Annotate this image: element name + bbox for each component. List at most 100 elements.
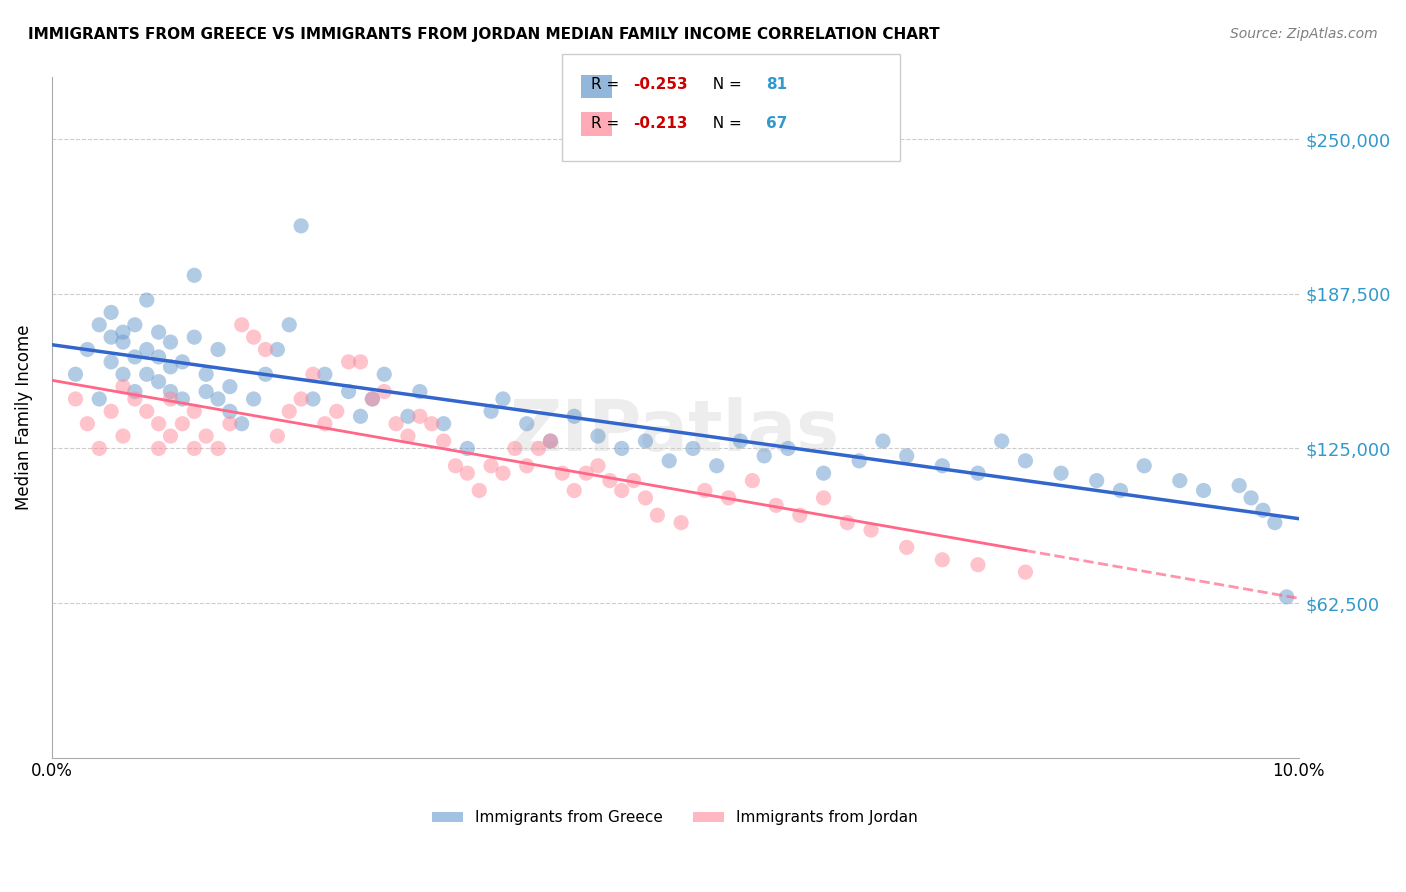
Point xyxy=(433,434,456,448)
Point xyxy=(218,417,240,431)
Point xyxy=(1050,466,1073,480)
Point xyxy=(896,449,918,463)
Y-axis label: Median Family Income: Median Family Income xyxy=(15,325,32,510)
Point xyxy=(516,417,538,431)
Point xyxy=(148,442,170,456)
Point xyxy=(1227,478,1250,492)
Point xyxy=(159,335,181,350)
Point xyxy=(503,442,526,456)
Point xyxy=(837,516,859,530)
Point xyxy=(433,417,456,431)
Point xyxy=(302,392,325,406)
Point xyxy=(111,429,134,443)
Point xyxy=(1264,516,1286,530)
Point xyxy=(1133,458,1156,473)
Text: Source: ZipAtlas.com: Source: ZipAtlas.com xyxy=(1230,27,1378,41)
Point xyxy=(172,392,194,406)
Point xyxy=(159,429,181,443)
Point xyxy=(159,384,181,399)
Point xyxy=(290,219,312,233)
Point xyxy=(266,429,288,443)
Text: 67: 67 xyxy=(766,116,787,130)
Point xyxy=(231,318,253,332)
Point xyxy=(124,318,146,332)
Point xyxy=(195,384,218,399)
Point xyxy=(148,417,170,431)
Point xyxy=(278,404,301,418)
Point xyxy=(931,553,953,567)
Point xyxy=(76,343,98,357)
Point xyxy=(492,466,515,480)
Point xyxy=(89,442,111,456)
Point xyxy=(337,384,360,399)
Point xyxy=(1251,503,1274,517)
Text: ZIPatlas: ZIPatlas xyxy=(510,397,841,466)
Text: 81: 81 xyxy=(766,78,787,92)
Point xyxy=(540,434,562,448)
Point xyxy=(479,458,502,473)
Point xyxy=(254,368,277,382)
Point xyxy=(967,466,990,480)
Point xyxy=(314,368,336,382)
Point xyxy=(207,343,229,357)
Point xyxy=(1014,454,1036,468)
Point xyxy=(730,434,752,448)
Point xyxy=(195,429,218,443)
Point xyxy=(813,466,835,480)
Point xyxy=(349,355,371,369)
Point xyxy=(586,429,609,443)
Point xyxy=(207,392,229,406)
Point xyxy=(623,474,645,488)
Point xyxy=(420,417,443,431)
Point xyxy=(562,483,585,498)
Point xyxy=(325,404,347,418)
Point xyxy=(409,384,432,399)
Point xyxy=(456,466,478,480)
Point xyxy=(148,375,170,389)
Point xyxy=(242,330,264,344)
Point xyxy=(610,442,633,456)
Point xyxy=(135,368,157,382)
Point xyxy=(290,392,312,406)
Point xyxy=(254,343,277,357)
Point xyxy=(183,268,205,283)
Point xyxy=(562,409,585,424)
Point xyxy=(266,343,288,357)
Point xyxy=(302,368,325,382)
Point xyxy=(1240,491,1263,505)
Point xyxy=(647,508,669,523)
Point xyxy=(848,454,870,468)
Point xyxy=(872,434,894,448)
Text: N =: N = xyxy=(703,78,747,92)
Point xyxy=(100,305,122,319)
Point xyxy=(385,417,408,431)
Point xyxy=(100,330,122,344)
Point xyxy=(931,458,953,473)
Point xyxy=(860,523,883,537)
Point xyxy=(195,368,218,382)
Point xyxy=(1168,474,1191,488)
Point xyxy=(65,392,87,406)
Point xyxy=(599,474,621,488)
Point xyxy=(551,466,574,480)
Text: -0.213: -0.213 xyxy=(633,116,688,130)
Point xyxy=(148,325,170,339)
Text: R =: R = xyxy=(591,116,624,130)
Point xyxy=(172,417,194,431)
Text: -0.253: -0.253 xyxy=(633,78,688,92)
Point xyxy=(100,355,122,369)
Point xyxy=(682,442,704,456)
Point xyxy=(373,368,395,382)
Point xyxy=(754,449,776,463)
Point xyxy=(396,409,419,424)
Point xyxy=(135,404,157,418)
Point xyxy=(575,466,598,480)
Point xyxy=(183,404,205,418)
Text: N =: N = xyxy=(703,116,747,130)
Point xyxy=(789,508,811,523)
Point xyxy=(65,368,87,382)
Point xyxy=(967,558,990,572)
Point xyxy=(1014,565,1036,579)
Point xyxy=(813,491,835,505)
Point xyxy=(159,392,181,406)
